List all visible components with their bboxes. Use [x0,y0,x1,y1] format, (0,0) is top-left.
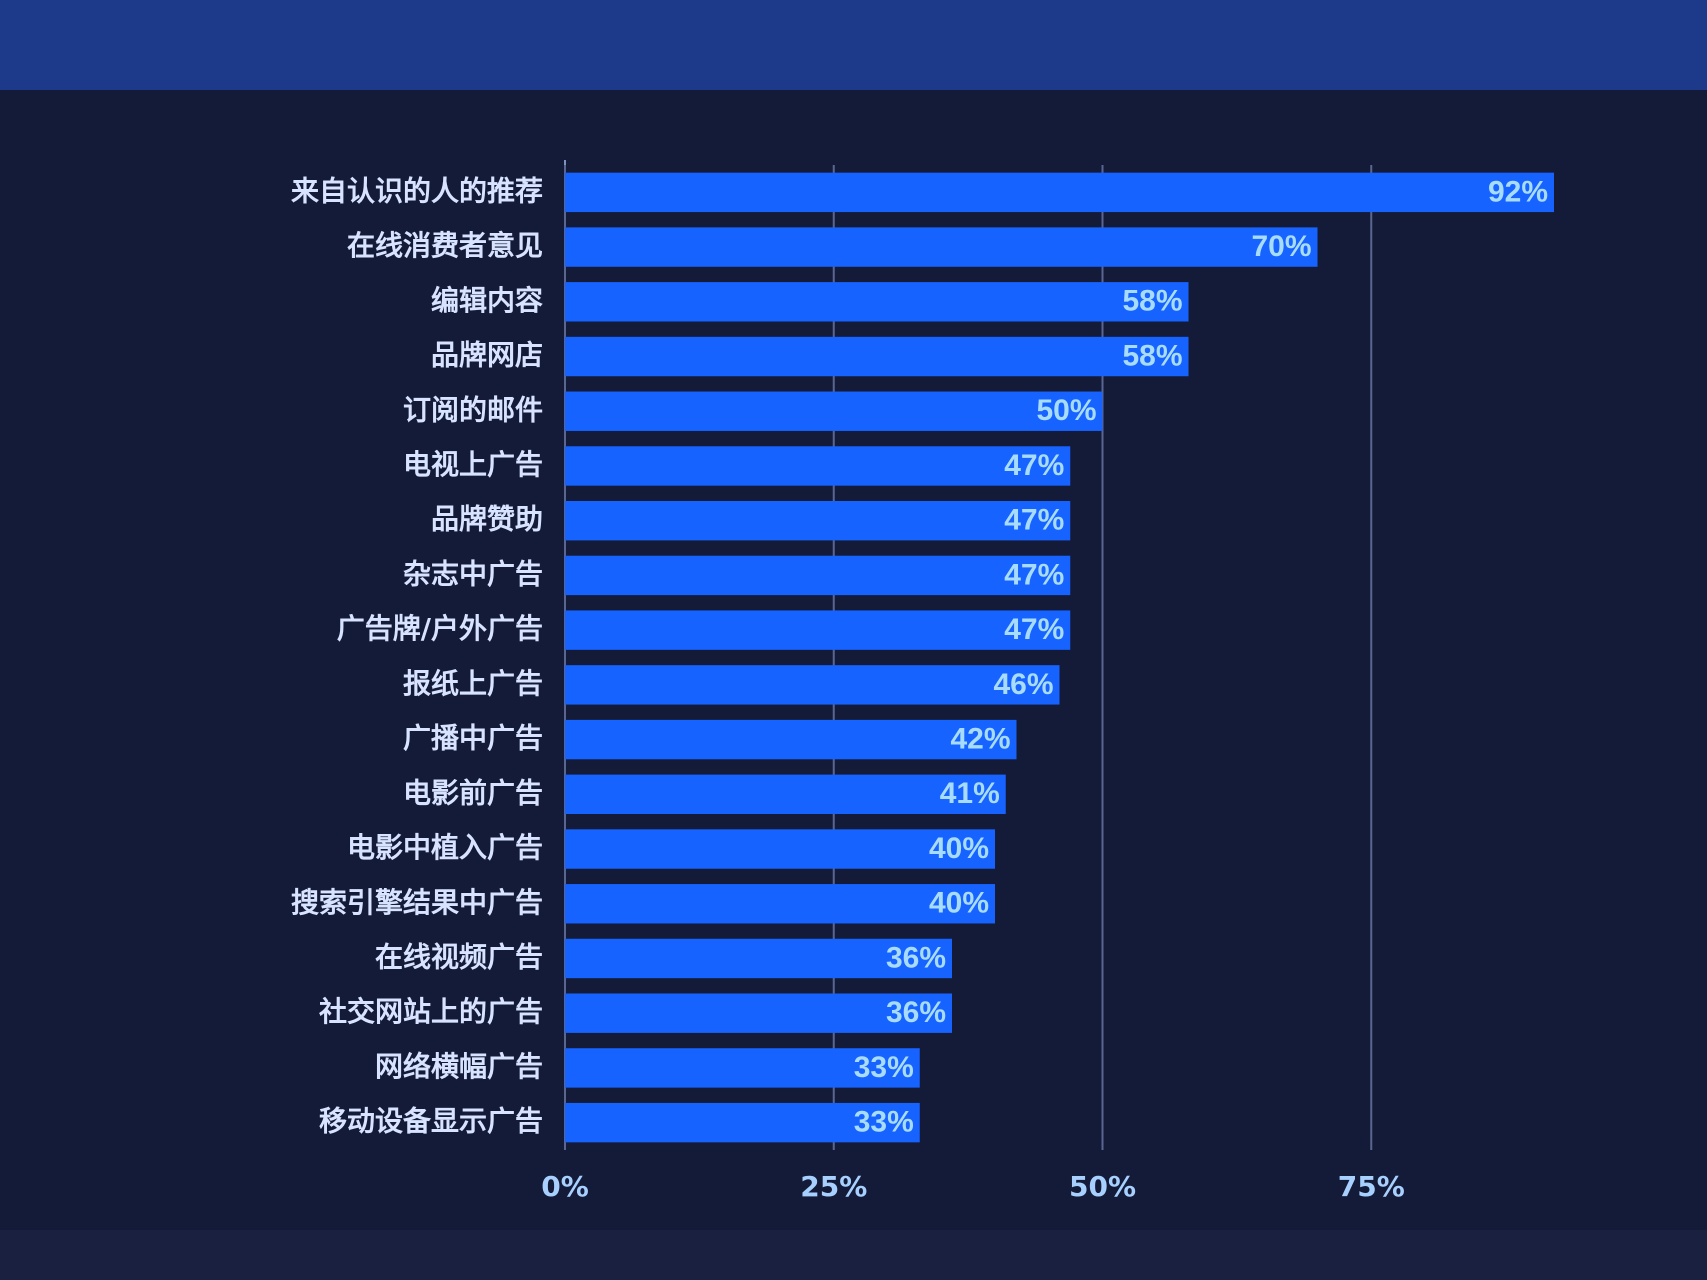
value-label: 92% [1488,175,1548,208]
bar [565,227,1318,267]
bar [565,665,1060,705]
bar [565,719,1017,760]
value-label: 70% [1251,230,1311,263]
value-label: 33% [854,1106,914,1139]
value-label: 47% [1004,449,1064,482]
value-label: 36% [886,941,946,974]
x-tick-label: 0% [541,1170,589,1203]
value-label: 42% [950,723,1010,756]
value-label: 58% [1122,339,1182,372]
bar [565,282,1189,322]
y-tick-label: 电视上广告 [403,448,543,481]
value-label: 50% [1036,394,1096,427]
value-label: 47% [1004,558,1064,591]
bar [565,610,1071,650]
x-tick-label: 25% [800,1170,867,1203]
value-label: 47% [1004,504,1064,537]
y-tick-label: 报纸上广告 [403,667,543,700]
y-tick-label: 在线视频广告 [375,940,543,973]
value-label: 46% [993,668,1053,701]
bar [565,336,1189,377]
bar [565,500,1071,541]
value-label: 58% [1122,285,1182,318]
y-tick-label: 杂志中广告 [403,557,543,590]
bar [565,829,995,869]
value-label: 40% [929,832,989,865]
screen-bottom-frame [0,1230,1707,1280]
bar [565,774,1006,815]
y-tick-label: 在线消费者意见 [347,229,543,262]
y-tick-label: 电影前广告 [403,776,543,809]
bar [565,1102,920,1143]
y-tick-label: 订阅的邮件 [403,393,543,426]
y-tick-label: 广播中广告 [403,722,543,755]
y-tick-label: 品牌赞助 [431,503,543,536]
bar [565,555,1071,596]
value-label: 41% [940,777,1000,810]
value-label: 36% [886,996,946,1029]
x-tick-label: 75% [1338,1170,1405,1203]
bar [565,1048,920,1088]
bar [565,391,1103,431]
bar [565,938,952,979]
bar [565,446,1071,486]
screen-top-frame [0,0,1707,90]
bar [565,884,995,924]
x-tick-label: 50% [1069,1170,1136,1203]
y-tick-label: 品牌网店 [431,339,543,372]
y-tick-label: 社交网站上的广告 [319,995,543,1028]
y-tick-label: 移动设备显示广告 [319,1105,543,1138]
value-label: 40% [929,887,989,920]
bar [565,993,952,1033]
y-tick-label: 搜索引擎结果中广告 [291,886,543,919]
value-label: 33% [854,1051,914,1084]
y-tick-label: 编辑内容 [431,284,543,317]
y-tick-label: 电影中植入广告 [347,831,543,864]
y-tick-label: 广告牌/户外广告 [337,612,543,645]
bar [565,172,1554,213]
y-tick-label: 网络横幅广告 [375,1050,543,1083]
value-label: 47% [1004,613,1064,646]
y-tick-label: 来自认识的人的推荐 [291,174,543,207]
